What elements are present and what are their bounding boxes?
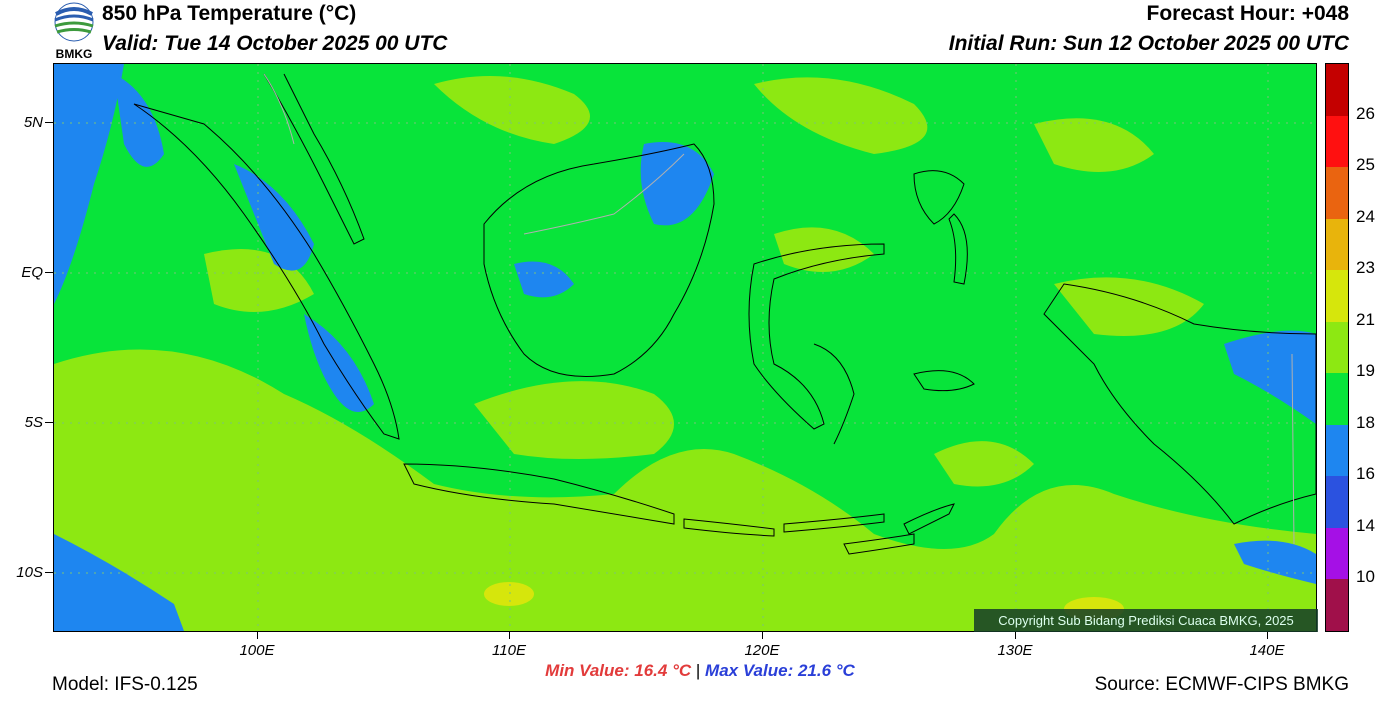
lon-label-110e: 110E <box>492 642 526 659</box>
valid-time: Valid: Tue 14 October 2025 00 UTC <box>102 32 448 55</box>
colorbar-segment <box>1326 64 1348 117</box>
lat-tickmark <box>45 122 53 123</box>
lon-tickmark <box>257 632 258 639</box>
temperature-map <box>53 63 1317 632</box>
colorbar-label: 10 <box>1356 567 1375 587</box>
political-borders <box>263 73 1295 545</box>
colorbar-segment <box>1326 270 1348 323</box>
lat-label-eq: EQ <box>21 264 43 281</box>
initial-run: Initial Run: Sun 12 October 2025 00 UTC <box>948 32 1349 55</box>
bmkg-logo: BMKG <box>52 2 98 61</box>
colorbar-segment <box>1326 476 1348 529</box>
colorbar-label: 19 <box>1356 361 1375 381</box>
lon-tickmark <box>1267 632 1268 639</box>
colorbar-label: 21 <box>1356 309 1375 329</box>
field-cool-areas <box>54 64 1316 631</box>
colorbar-segment <box>1326 424 1348 477</box>
lat-tickmark <box>45 572 53 573</box>
colorbar-segment <box>1326 373 1348 426</box>
colorbar-segment <box>1326 321 1348 374</box>
colorbar <box>1325 63 1349 632</box>
logo-text: BMKG <box>56 47 93 60</box>
forecast-hour: Forecast Hour: +048 <box>1146 2 1350 25</box>
colorbar-segment <box>1326 527 1348 580</box>
colorbar-label: 23 <box>1356 258 1375 278</box>
lon-label-130e: 130E <box>997 642 1033 659</box>
lat-tickmark <box>45 422 53 423</box>
colorbar-label: 16 <box>1356 464 1375 484</box>
colorbar-label: 18 <box>1356 412 1375 432</box>
lon-label-120e: 120E <box>744 642 780 659</box>
lat-label-5s: 5S <box>24 414 43 431</box>
max-value: Max Value: 21.6 °C <box>705 661 855 680</box>
graticule <box>54 64 1316 631</box>
field-warm-areas <box>54 76 1316 631</box>
min-max-separator: | <box>695 661 701 680</box>
lat-tickmark <box>45 272 53 273</box>
colorbar-label: 25 <box>1356 155 1375 175</box>
lon-label-140e: 140E <box>1249 642 1285 659</box>
lat-label-5n: 5N <box>23 114 43 131</box>
min-max-values: Min Value: 16.4 °C | Max Value: 21.6 °C <box>0 661 1400 681</box>
colorbar-label: 26 <box>1356 103 1375 123</box>
model-label: Model: IFS-0.125 <box>52 674 198 695</box>
colorbar-label: 24 <box>1356 206 1375 226</box>
coastlines <box>133 73 1316 555</box>
chart-title: 850 hPa Temperature (°C) <box>102 2 357 25</box>
copyright-notice: Copyright Sub Bidang Prediksi Cuaca BMKG… <box>974 609 1318 632</box>
lat-label-10s: 10S <box>16 564 43 581</box>
temperature-field <box>54 64 1316 631</box>
min-value: Min Value: 16.4 °C <box>545 661 692 680</box>
source-label: Source: ECMWF-CIPS BMKG <box>1094 674 1349 695</box>
lon-tickmark <box>762 632 763 639</box>
lon-label-100e: 100E <box>239 642 275 659</box>
colorbar-segment <box>1326 218 1348 271</box>
colorbar-segment <box>1326 579 1348 632</box>
colorbar-segment <box>1326 115 1348 168</box>
lon-tickmark <box>509 632 510 639</box>
colorbar-segment <box>1326 167 1348 220</box>
colorbar-label: 14 <box>1356 515 1375 535</box>
lon-tickmark <box>1015 632 1016 639</box>
